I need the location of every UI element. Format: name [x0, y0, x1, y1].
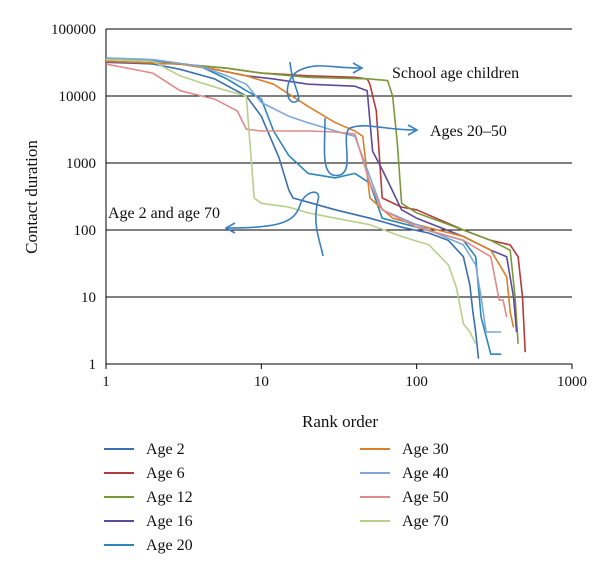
annotation-arrow [227, 191, 324, 257]
legend-label: Age 16 [146, 513, 193, 530]
legend-label: Age 70 [402, 513, 449, 530]
legend-label: Age 50 [402, 489, 449, 506]
series-line-age-12 [105, 60, 519, 344]
annotation-arrow [323, 117, 416, 177]
legend-label: Age 6 [146, 465, 185, 482]
annotation-school-age: School age children [392, 65, 519, 82]
x-tick-label: 1 [102, 374, 110, 390]
plot-area [105, 57, 526, 359]
annotation-arrowhead [407, 124, 419, 136]
legend-label: Age 20 [146, 537, 193, 554]
x-axis-title: Rank order [302, 412, 378, 431]
legend-label: Age 30 [402, 441, 449, 458]
y-axis-title: Contact duration [22, 140, 41, 254]
y-tick-label: 100 [74, 223, 97, 239]
series-line-age-30 [105, 60, 515, 328]
y-ticks: 1 10 100 1000 10000 100000 [51, 22, 96, 373]
legend-label: Age 2 [146, 441, 185, 458]
series-line-age-40 [105, 57, 502, 333]
series-line-age-70 [105, 58, 477, 345]
grid [106, 28, 572, 298]
x-tick-label: 1000 [557, 374, 587, 390]
x-tick-label: 100 [405, 374, 428, 390]
legend: Age 2 Age 6 Age 12 Age 16 Age 20 Age 30 Age 40… [104, 441, 449, 554]
series-line-age-20 [105, 57, 502, 355]
y-tick-label: 10 [81, 290, 96, 306]
annotation-age2-age70: Age 2 and age 70 [108, 205, 220, 222]
y-tick-label: 1000 [66, 156, 96, 172]
x-tick-label: 10 [254, 374, 269, 390]
y-tick-label: 100000 [51, 22, 96, 38]
y-tick-label: 10000 [59, 89, 97, 105]
annotations: School age children Ages 20–50 Age 2 and a… [108, 61, 519, 257]
x-ticks: 1 10 100 1000 [102, 364, 587, 390]
series-line-age-2 [105, 61, 480, 359]
annotation-ages-20-50: Ages 20–50 [430, 123, 507, 140]
annotation-arrowhead [352, 62, 364, 74]
legend-label: Age 40 [402, 465, 449, 482]
annotation-arrowhead [224, 222, 236, 234]
series-line-age-16 [105, 61, 518, 333]
y-tick-label: 1 [89, 357, 97, 373]
axes [105, 29, 572, 365]
legend-label: Age 12 [146, 489, 193, 506]
annotation-arrow [286, 61, 361, 103]
series-line-age-50 [105, 63, 508, 318]
